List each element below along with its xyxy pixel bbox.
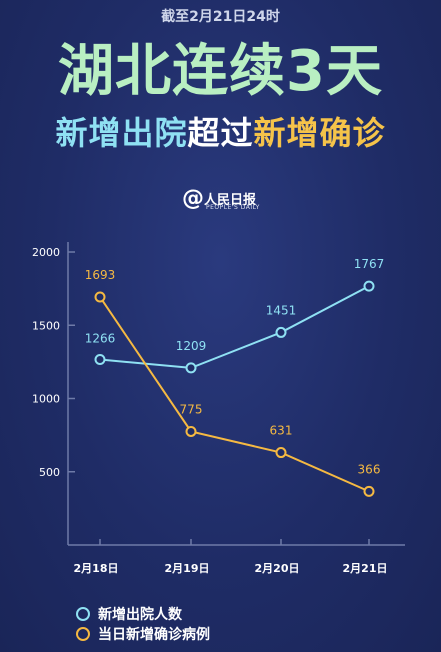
legend-item-discharged: 新增出院人数 <box>76 604 210 624</box>
data-label-0-2: 1451 <box>266 303 297 317</box>
legend-label-confirmed: 当日新增确诊病例 <box>98 627 210 643</box>
at-icon: @ <box>182 186 204 211</box>
x-tick-label-2: 2月20日 <box>255 562 300 575</box>
data-point-0-2 <box>275 326 287 338</box>
data-label-1-2: 631 <box>270 424 293 438</box>
x-tick-label-0: 2月18日 <box>74 562 119 575</box>
page-subtitle: 新增出院超过新增确诊 <box>0 108 441 154</box>
data-label-0-0: 1266 <box>85 332 116 346</box>
data-point-0-1 <box>185 362 197 374</box>
logo-name: 人民日报 <box>204 193 257 208</box>
y-tick-label-500: 500 <box>39 466 60 479</box>
data-point-0-3 <box>363 280 375 292</box>
legend-label-discharged: 新增出院人数 <box>98 607 182 623</box>
date-note: 截至2月21日24时 <box>161 9 280 25</box>
legend-swatch-confirmed <box>76 627 90 641</box>
data-point-1-3 <box>363 485 375 497</box>
page-title: 湖北连续3天 <box>58 39 383 104</box>
data-point-1-2 <box>275 447 287 459</box>
y-tick-label-1000: 1000 <box>32 393 60 406</box>
data-label-1-0: 1693 <box>85 268 116 282</box>
x-tick-label-1: 2月19日 <box>165 562 210 575</box>
peoples-daily-logo: @ 人民日报 PEOPLE'S DAILY <box>182 186 272 214</box>
legend-swatch-discharged <box>76 607 90 621</box>
data-point-1-1 <box>185 425 197 437</box>
logo-english: PEOPLE'S DAILY <box>206 204 260 211</box>
legend-item-confirmed: 当日新增确诊病例 <box>76 624 210 644</box>
legend: 新增出院人数 当日新增确诊病例 <box>76 604 210 644</box>
data-label-0-3: 1767 <box>354 257 385 271</box>
data-point-0-0 <box>94 354 106 366</box>
subtitle-confirmed: 新增确诊 <box>253 114 386 152</box>
subtitle-discharged: 新增出院 <box>55 114 188 152</box>
data-label-1-1: 775 <box>180 402 203 416</box>
y-tick-label-2000: 2000 <box>32 246 60 259</box>
data-label-1-3: 366 <box>358 462 381 476</box>
data-label-0-1: 1209 <box>176 339 207 353</box>
data-point-1-0 <box>94 291 106 303</box>
subtitle-exceeds: 超过 <box>187 114 254 152</box>
x-tick-label-3: 2月21日 <box>343 562 388 575</box>
series-line-1 <box>99 296 370 493</box>
y-tick-label-1500: 1500 <box>32 319 60 332</box>
